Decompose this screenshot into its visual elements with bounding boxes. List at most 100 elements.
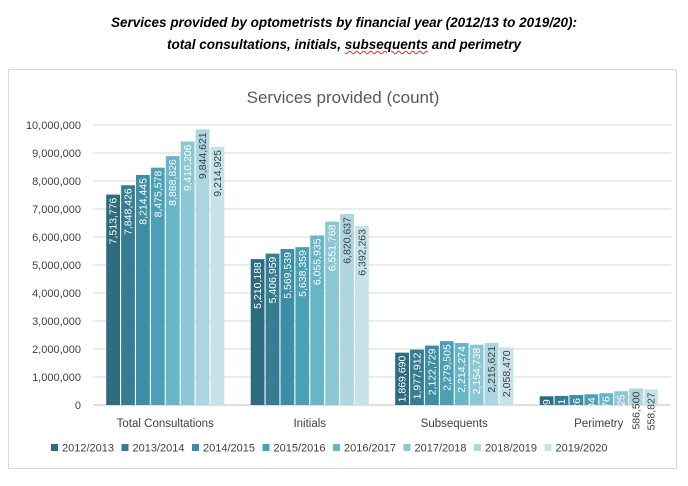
data-label: 310,329 (541, 399, 553, 437)
y-tick-label: 5,000,000 (32, 260, 81, 272)
legend-swatch (262, 444, 270, 451)
bar (355, 226, 369, 405)
legend-swatch (192, 444, 199, 451)
data-label: 1,977,912 (412, 352, 424, 399)
y-tick-label: 7,000,000 (32, 204, 81, 216)
page-heading-line1: Services provided by optometrists by fin… (111, 15, 577, 30)
bar (599, 393, 614, 405)
data-label: 9,410,206 (182, 144, 194, 191)
data-label: 2,214,274 (456, 346, 468, 393)
bar-series (106, 129, 658, 405)
data-label: 7,513,776 (108, 197, 120, 244)
bar (280, 249, 295, 405)
data-label: 492,525 (616, 394, 628, 432)
y-tick-label: 9,000,000 (32, 148, 81, 160)
data-label: 9,844,621 (197, 132, 209, 179)
data-label: 2,154,738 (471, 348, 483, 395)
bar (325, 221, 339, 405)
data-label: 6,392,263 (356, 229, 368, 276)
data-label: 2,279,505 (441, 344, 453, 391)
legend-label: 2012/2013 (62, 443, 114, 455)
data-label: 6,055,935 (312, 238, 324, 285)
y-tick-label: 6,000,000 (32, 232, 81, 244)
bar (569, 395, 584, 405)
bar (180, 141, 195, 405)
bar (340, 214, 354, 405)
x-category-label: Subsequents (421, 418, 488, 430)
data-label: 5,569,539 (282, 252, 294, 299)
legend-swatch (544, 444, 552, 451)
y-tick-label: 2,000,000 (32, 344, 81, 356)
bar (454, 343, 469, 405)
y-tick-label: 3,000,000 (32, 316, 81, 328)
data-label: 9,214,925 (212, 150, 224, 197)
y-tick-label: 0 (75, 400, 81, 412)
data-label: 8,214,445 (137, 178, 149, 225)
legend: 2012/2013 2013/2014 2014/2015 2015/2016 2016… (51, 443, 608, 455)
heading-text-prefix: total consultations, initials, (166, 37, 345, 52)
data-label: 2,122,729 (426, 348, 438, 395)
x-category-label: Initials (293, 418, 326, 430)
data-label: 382,204 (586, 397, 598, 435)
y-tick-label: 8,000,000 (32, 176, 81, 188)
bar (484, 342, 499, 405)
bar (295, 247, 310, 405)
bar (439, 341, 454, 405)
data-label: 8,888,826 (167, 159, 179, 206)
y-axis: 0 1,000,000 2,000,000 3,000,000 4,000,000 5,0… (26, 120, 81, 412)
bar (310, 235, 325, 405)
legend-label: 2013/2014 (133, 443, 185, 455)
chart-title: Services provided (count) (247, 88, 440, 107)
legend-label: 2019/2020 (556, 443, 608, 455)
data-label: 5,638,359 (297, 250, 309, 297)
legend-swatch (51, 444, 58, 451)
chart-svg: Services provided (count) 0 1,000,000 2,00… (26, 88, 671, 455)
legend-swatch (121, 444, 129, 451)
x-category-label: Total Consultations (117, 418, 214, 430)
data-label: 6,820,637 (342, 217, 354, 264)
y-tick-label: 1,000,000 (32, 372, 81, 384)
bar (265, 253, 280, 405)
bar (250, 259, 265, 405)
data-label: 6,551,768 (327, 224, 339, 271)
legend-swatch (333, 444, 340, 451)
legend-swatch (403, 444, 411, 451)
bar (165, 156, 180, 405)
bar (395, 352, 409, 405)
data-labels: 7,513,776 7,848,426 8,214,445 8,475,578 8,88… (108, 132, 658, 437)
legend-swatch (474, 444, 481, 451)
data-label: 1,869,690 (397, 355, 409, 402)
bar (136, 174, 150, 405)
data-label: 5,406,959 (267, 256, 279, 303)
data-label: 421,576 (601, 396, 613, 434)
chart-area: Services provided (count) 0 1,000,000 2,00… (8, 69, 677, 469)
legend-label: 2014/2015 (203, 443, 255, 455)
y-tick-label: 4,000,000 (32, 288, 81, 300)
bar (121, 185, 135, 405)
x-category-label: Perimetry (574, 418, 623, 430)
data-label: 7,848,426 (123, 188, 135, 235)
data-label: 586,500 (631, 391, 643, 429)
gridlines (93, 124, 671, 406)
bar (195, 129, 210, 405)
bar (425, 345, 439, 405)
y-tick-label: 10,000,000 (26, 120, 81, 132)
heading-text-suffix: and perimetry (428, 37, 522, 52)
legend-label: 2015/2016 (274, 443, 326, 455)
bar (539, 396, 554, 405)
heading-text-spellcheck: subsequents (344, 37, 429, 52)
data-label: 558,827 (645, 392, 657, 430)
bar (469, 344, 484, 405)
bar (614, 391, 628, 405)
bar (210, 146, 225, 405)
data-label: 2,058,470 (501, 350, 513, 397)
bar (584, 394, 599, 405)
bar (106, 194, 120, 405)
legend-label: 2017/2018 (415, 443, 467, 455)
page-heading-line2: total consultations, initials, subsequen… (0, 37, 688, 52)
x-axis: Total Consultations Initials Subsequents Pe… (117, 418, 624, 430)
data-label: 325,831 (556, 399, 568, 437)
data-label: 356,026 (571, 398, 583, 436)
bar (410, 349, 424, 405)
legend-label: 2018/2019 (485, 443, 537, 455)
